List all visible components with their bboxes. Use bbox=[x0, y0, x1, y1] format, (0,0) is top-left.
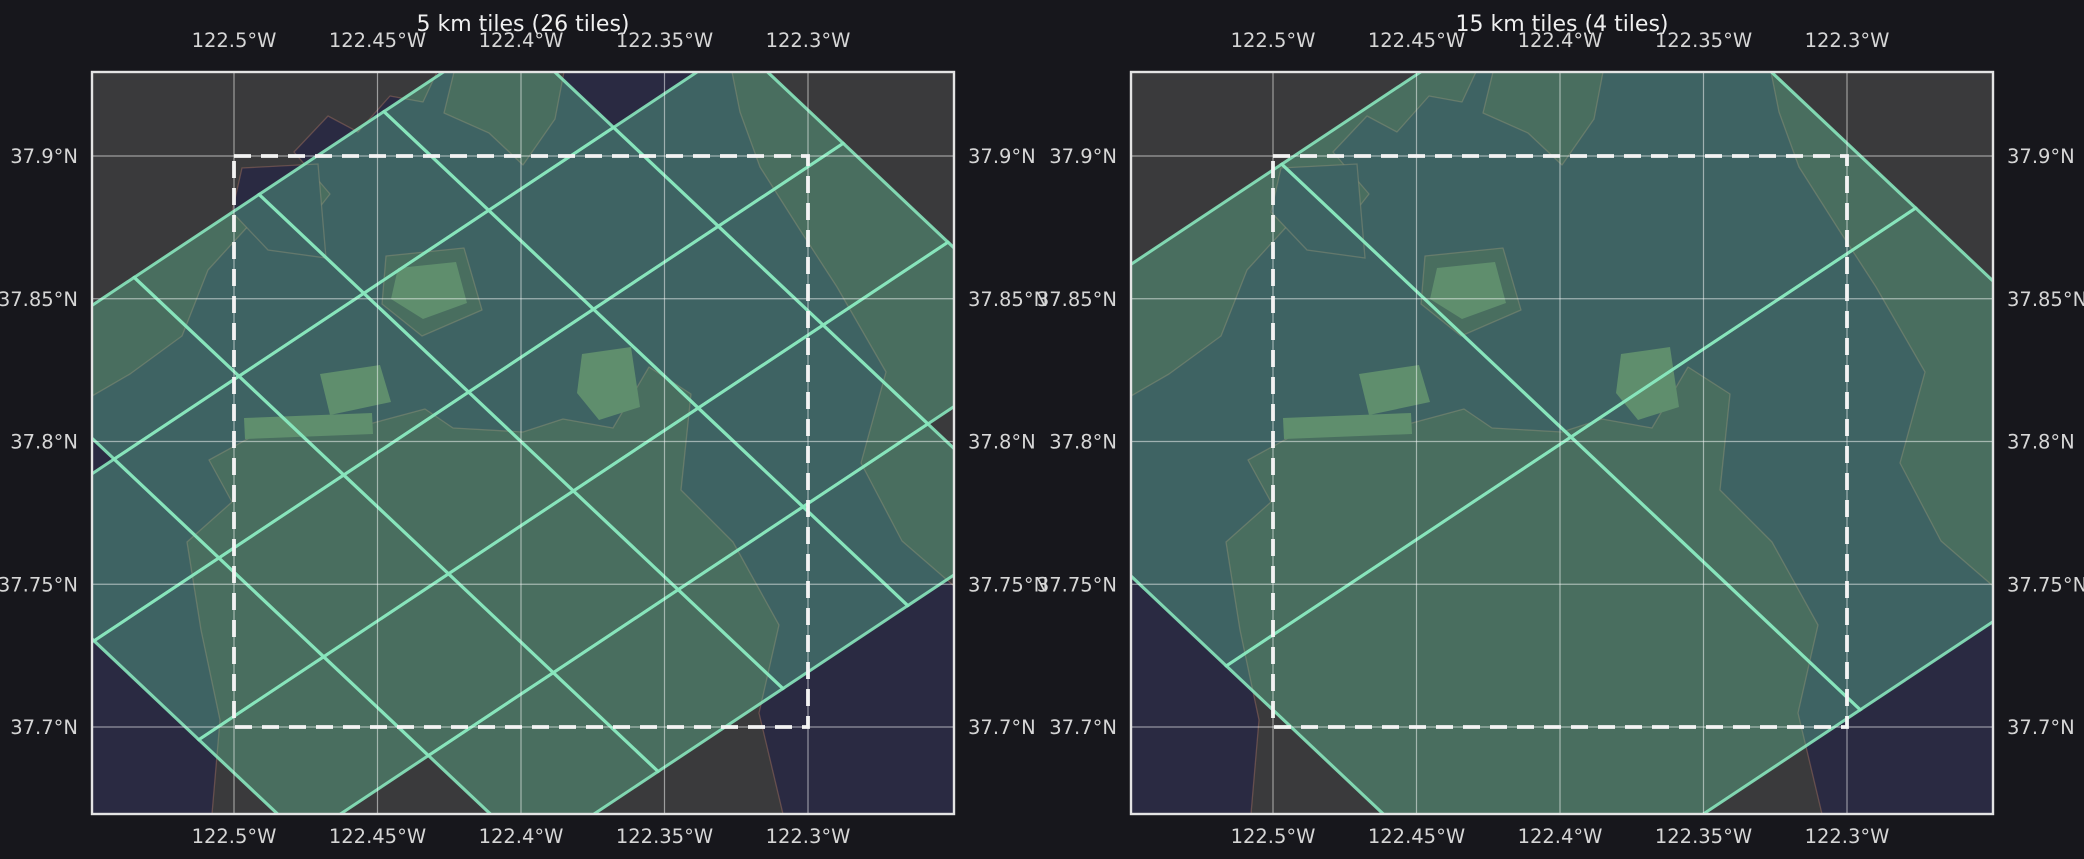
y-tick-label-left: 37.8°N bbox=[1049, 431, 1117, 454]
y-tick-label-left: 37.7°N bbox=[1049, 716, 1117, 739]
y-tick-label-left: 37.85°N bbox=[0, 288, 78, 311]
x-tick-label-bottom: 122.3°W bbox=[766, 825, 851, 848]
x-tick-label-bottom: 122.35°W bbox=[1655, 825, 1752, 848]
panel-frame bbox=[90, 70, 956, 816]
x-tick-label-bottom: 122.4°W bbox=[1518, 825, 1603, 848]
y-tick-label-right: 37.85°N bbox=[2007, 288, 2084, 311]
y-tick-label-right: 37.7°N bbox=[968, 716, 1036, 739]
aoi-bbox bbox=[232, 154, 810, 729]
x-tick-label-top: 122.3°W bbox=[1805, 29, 1890, 52]
x-tick-label-top: 122.35°W bbox=[1655, 29, 1752, 52]
x-tick-label-top: 122.4°W bbox=[1518, 29, 1603, 52]
x-tick-label-bottom: 122.45°W bbox=[1368, 825, 1465, 848]
x-tick-label-bottom: 122.3°W bbox=[1805, 825, 1890, 848]
panel-left: 5 km tiles (26 tiles) 122.5°W 122.5°W 122.4… bbox=[0, 12, 1048, 848]
x-tick-label-top: 122.45°W bbox=[1368, 29, 1465, 52]
x-tick-label-top: 122.5°W bbox=[192, 29, 277, 52]
x-tick-label-top: 122.5°W bbox=[1231, 29, 1316, 52]
aoi-bbox bbox=[1271, 154, 1849, 729]
y-tick-label-right: 37.8°N bbox=[2007, 431, 2075, 454]
y-tick-label-right: 37.75°N bbox=[2007, 573, 2084, 596]
x-tick-label-bottom: 122.4°W bbox=[479, 825, 564, 848]
y-tick-label-left: 37.7°N bbox=[10, 716, 78, 739]
x-tick-label-bottom: 122.45°W bbox=[329, 825, 426, 848]
x-tick-label-bottom: 122.35°W bbox=[616, 825, 713, 848]
y-tick-label-right: 37.75°N bbox=[968, 573, 1048, 596]
y-tick-label-right: 37.8°N bbox=[968, 431, 1036, 454]
y-tick-label-right: 37.85°N bbox=[968, 288, 1048, 311]
y-tick-label-left: 37.75°N bbox=[1037, 573, 1117, 596]
coverage-tile bbox=[820, 240, 954, 426]
x-tick-label-top: 122.4°W bbox=[479, 29, 564, 52]
x-tick-label-top: 122.45°W bbox=[329, 29, 426, 52]
y-tick-label-left: 37.75°N bbox=[0, 573, 78, 596]
y-tick-label-left: 37.8°N bbox=[10, 431, 78, 454]
y-tick-label-right: 37.9°N bbox=[968, 145, 1036, 168]
panel-frame bbox=[1129, 70, 1995, 816]
y-tick-label-left: 37.9°N bbox=[10, 145, 78, 168]
y-tick-label-left: 37.85°N bbox=[1037, 288, 1117, 311]
x-tick-label-top: 122.35°W bbox=[616, 29, 713, 52]
x-tick-label-bottom: 122.5°W bbox=[1231, 825, 1316, 848]
tile-grid bbox=[92, 72, 954, 814]
x-tick-label-top: 122.3°W bbox=[766, 29, 851, 52]
panel-title: 5 km tiles (26 tiles) bbox=[417, 12, 630, 37]
y-tick-label-right: 37.7°N bbox=[2007, 716, 2075, 739]
x-tick-label-bottom: 122.5°W bbox=[192, 825, 277, 848]
panel-title: 15 km tiles (4 tiles) bbox=[1456, 12, 1669, 37]
y-tick-label-left: 37.9°N bbox=[1049, 145, 1117, 168]
coverage-tile bbox=[800, 421, 954, 608]
panel-right: 15 km tiles (4 tiles) 122.5°W 122.5°W 122.4… bbox=[1037, 12, 2084, 848]
y-tick-label-right: 37.9°N bbox=[2007, 145, 2075, 168]
